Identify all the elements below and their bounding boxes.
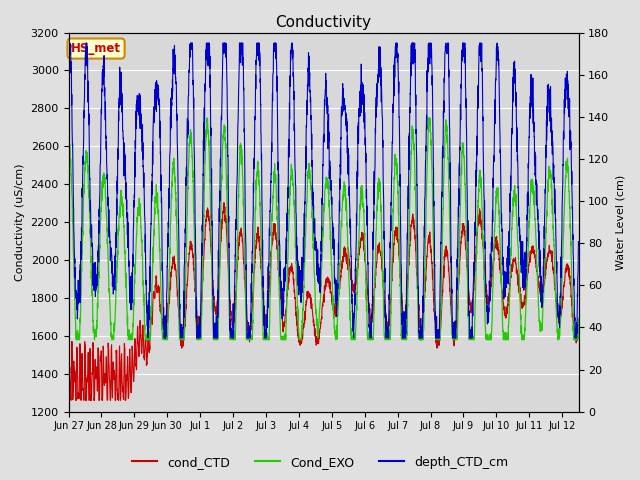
depth_CTD_cm xyxy=(65,40,72,46)
cond_CTD xyxy=(575,322,582,328)
depth_CTD_cm xyxy=(154,87,161,93)
cond_CTD xyxy=(510,259,518,264)
Legend: cond_CTD, Cond_EXO, depth_CTD_cm: cond_CTD, Cond_EXO, depth_CTD_cm xyxy=(127,451,513,474)
cond_CTD xyxy=(65,352,72,358)
cond_CTD xyxy=(260,306,268,312)
Cond_EXO xyxy=(65,162,72,168)
depth_CTD_cm xyxy=(565,101,573,107)
Y-axis label: Water Level (cm): Water Level (cm) xyxy=(615,175,625,270)
cond_CTD xyxy=(123,374,131,380)
depth_CTD_cm xyxy=(283,251,291,257)
depth_CTD_cm xyxy=(260,304,268,310)
Cond_EXO xyxy=(510,189,518,194)
Cond_EXO xyxy=(260,329,268,335)
cond_CTD xyxy=(283,302,291,308)
cond_CTD xyxy=(67,397,74,403)
depth_CTD_cm xyxy=(510,60,518,65)
cond_CTD xyxy=(565,265,573,271)
cond_CTD xyxy=(154,286,161,292)
Text: HS_met: HS_met xyxy=(71,42,121,55)
Y-axis label: Conductivity (uS/cm): Conductivity (uS/cm) xyxy=(15,163,25,281)
Cond_EXO xyxy=(154,192,161,198)
Line: Cond_EXO: Cond_EXO xyxy=(68,118,579,340)
Cond_EXO xyxy=(575,316,582,322)
Cond_EXO xyxy=(283,310,291,315)
Title: Conductivity: Conductivity xyxy=(276,15,372,30)
Line: cond_CTD: cond_CTD xyxy=(68,203,579,400)
Cond_EXO xyxy=(72,337,80,343)
depth_CTD_cm xyxy=(575,241,582,247)
Line: depth_CTD_cm: depth_CTD_cm xyxy=(68,43,579,338)
depth_CTD_cm xyxy=(144,335,152,341)
Cond_EXO xyxy=(565,189,573,194)
Cond_EXO xyxy=(123,303,131,309)
depth_CTD_cm xyxy=(123,197,131,203)
Cond_EXO xyxy=(425,115,433,120)
cond_CTD xyxy=(220,200,228,205)
